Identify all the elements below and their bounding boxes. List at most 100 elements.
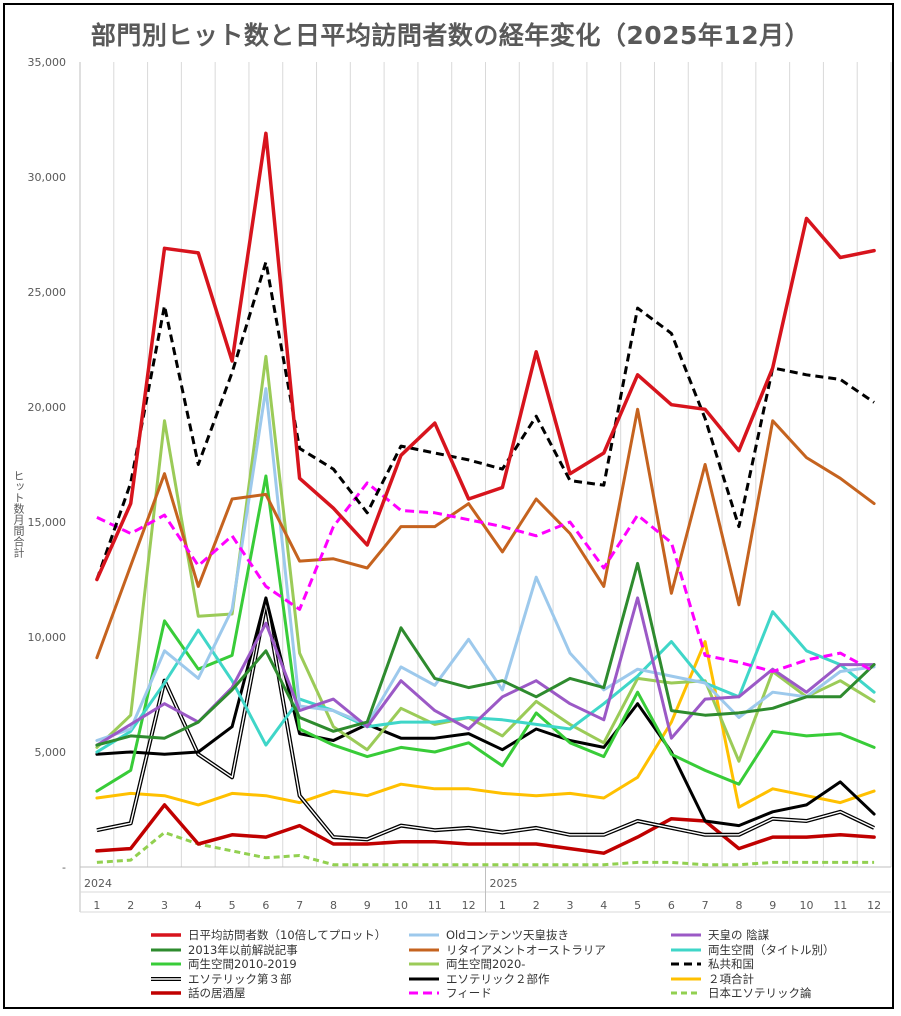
series-line-path — [95, 407, 876, 660]
x-tick-label: 5 — [634, 899, 641, 912]
x-tick-label: 12 — [867, 899, 881, 912]
legend-item: エソテリック２部作 — [408, 972, 550, 986]
x-tick-label: 8 — [735, 899, 742, 912]
legend-item: エソテリック第３部 — [150, 972, 292, 986]
series-line — [96, 481, 875, 673]
legend-label: 両生空間2010-2019 — [188, 957, 297, 972]
legend-label: 私共和国 — [708, 957, 754, 972]
series-line — [96, 600, 875, 842]
x-tick-label: 4 — [600, 899, 607, 912]
legend-label: 日本エソテリック論 — [708, 986, 812, 1001]
y-tick-label: 10,000 — [28, 631, 67, 644]
legend-swatch — [671, 933, 701, 937]
gridlines — [79, 62, 892, 913]
legend-label: リタイアメントオーストラリア — [446, 942, 606, 957]
series-line-path — [95, 596, 876, 828]
legend-swatch — [409, 991, 439, 995]
legend-item: フィード — [408, 986, 492, 1000]
legend-swatch — [409, 962, 439, 966]
legend-label: エソテリック第３部 — [188, 971, 292, 986]
x-tick-label: 6 — [262, 899, 269, 912]
y-tick-label: 20,000 — [28, 401, 67, 414]
legend-swatch — [409, 933, 439, 937]
series-line-path — [95, 354, 876, 763]
series-line — [95, 354, 876, 763]
series-line-path — [95, 640, 876, 809]
x-tick-label: 9 — [364, 899, 371, 912]
x-tick-label: 5 — [229, 899, 236, 912]
x-tick-label: 11 — [833, 899, 847, 912]
legend-label: Oldコンテンツ天皇抜き — [446, 928, 570, 942]
x-tick-label: 3 — [566, 899, 573, 912]
series-line — [95, 610, 876, 754]
x-tick-label: 7 — [296, 899, 303, 912]
legend-swatch — [671, 991, 701, 995]
series-line-path — [96, 831, 875, 867]
series-line-path — [95, 474, 876, 793]
legend-item: 私共和国 — [670, 957, 754, 971]
x-year-label: 2024 — [84, 877, 112, 890]
series-line-path — [95, 131, 876, 582]
legend-swatch — [409, 977, 439, 981]
x-tick-label: 10 — [800, 899, 814, 912]
y-tick-label: 30,000 — [28, 171, 67, 184]
legend-label: 日平均訪問者数（10倍してプロット） — [188, 928, 387, 942]
legend-swatch — [151, 962, 181, 966]
legend-item: 日本エソテリック論 — [670, 986, 812, 1000]
legend-label: 2013年以前解説記事 — [188, 942, 298, 957]
y-tick-label: 25,000 — [28, 286, 67, 299]
legend-item: 天皇の 陰謀 — [670, 928, 769, 942]
y-tick-label: - — [62, 861, 66, 874]
series-line — [95, 131, 876, 582]
legend-swatch — [671, 977, 701, 981]
legend-item: ２項合計 — [670, 972, 754, 986]
legend-label: 天皇の 陰謀 — [708, 928, 770, 942]
x-tick-label: 9 — [769, 899, 776, 912]
y-tick-label: 35,000 — [28, 56, 67, 69]
legend-item: 2013年以前解説記事 — [150, 943, 298, 957]
x-tick-label: 6 — [668, 899, 675, 912]
series-line-path — [96, 481, 875, 673]
y-tick-label: 15,000 — [28, 516, 67, 529]
series-line — [95, 260, 875, 580]
x-tick-label: 2 — [127, 899, 134, 912]
chart-title: 部門別ヒット数と日平均訪問者数の経年変化（2025年12月） — [90, 21, 811, 50]
series-line — [95, 640, 876, 809]
legend-item: Oldコンテンツ天皇抜き — [408, 928, 569, 942]
x-tick-label: 4 — [195, 899, 202, 912]
x-year-label: 2025 — [490, 877, 518, 890]
series-line-inner — [96, 601, 875, 841]
legend-item: 両生空間2020- — [408, 957, 525, 971]
legend-swatch — [151, 948, 181, 952]
legend-label: 両生空間2020- — [446, 957, 526, 972]
y-axis-label-box: ヒット数月間合計 — [10, 470, 30, 630]
legend-swatch — [151, 976, 181, 981]
series-line — [95, 407, 876, 660]
legend-label: フィード — [446, 986, 492, 1001]
series-line — [95, 474, 876, 793]
x-tick-label: 7 — [702, 899, 709, 912]
legend-label: エソテリック２部作 — [446, 971, 550, 986]
series-line-path — [95, 803, 876, 855]
x-tick-label: 10 — [394, 899, 408, 912]
y-tick-label: 5,000 — [35, 746, 67, 759]
y-axis-ticks: - 5,000 10,000 15,000 20,000 25,000 30,000 35,0… — [28, 56, 67, 874]
legend-label: 話の居酒屋 — [188, 986, 246, 1001]
legend-item: 両生空間（タイトル別） — [670, 943, 835, 957]
series-line-path — [95, 260, 875, 580]
series-line — [95, 803, 876, 855]
legend-item: 両生空間2010-2019 — [150, 957, 297, 971]
legend-swatch — [409, 948, 439, 952]
series-line — [95, 596, 876, 828]
series-line — [96, 831, 875, 867]
x-tick-label: 11 — [428, 899, 442, 912]
chart-frame — [3, 3, 894, 1009]
legend-item: 日平均訪問者数（10倍してプロット） — [150, 928, 386, 942]
x-tick-label: 1 — [93, 899, 100, 912]
legend-swatch — [671, 962, 701, 966]
y-axis-label: ヒット数月間合計 — [12, 470, 25, 558]
legend-swatch — [151, 991, 181, 996]
series-lines — [95, 131, 876, 867]
